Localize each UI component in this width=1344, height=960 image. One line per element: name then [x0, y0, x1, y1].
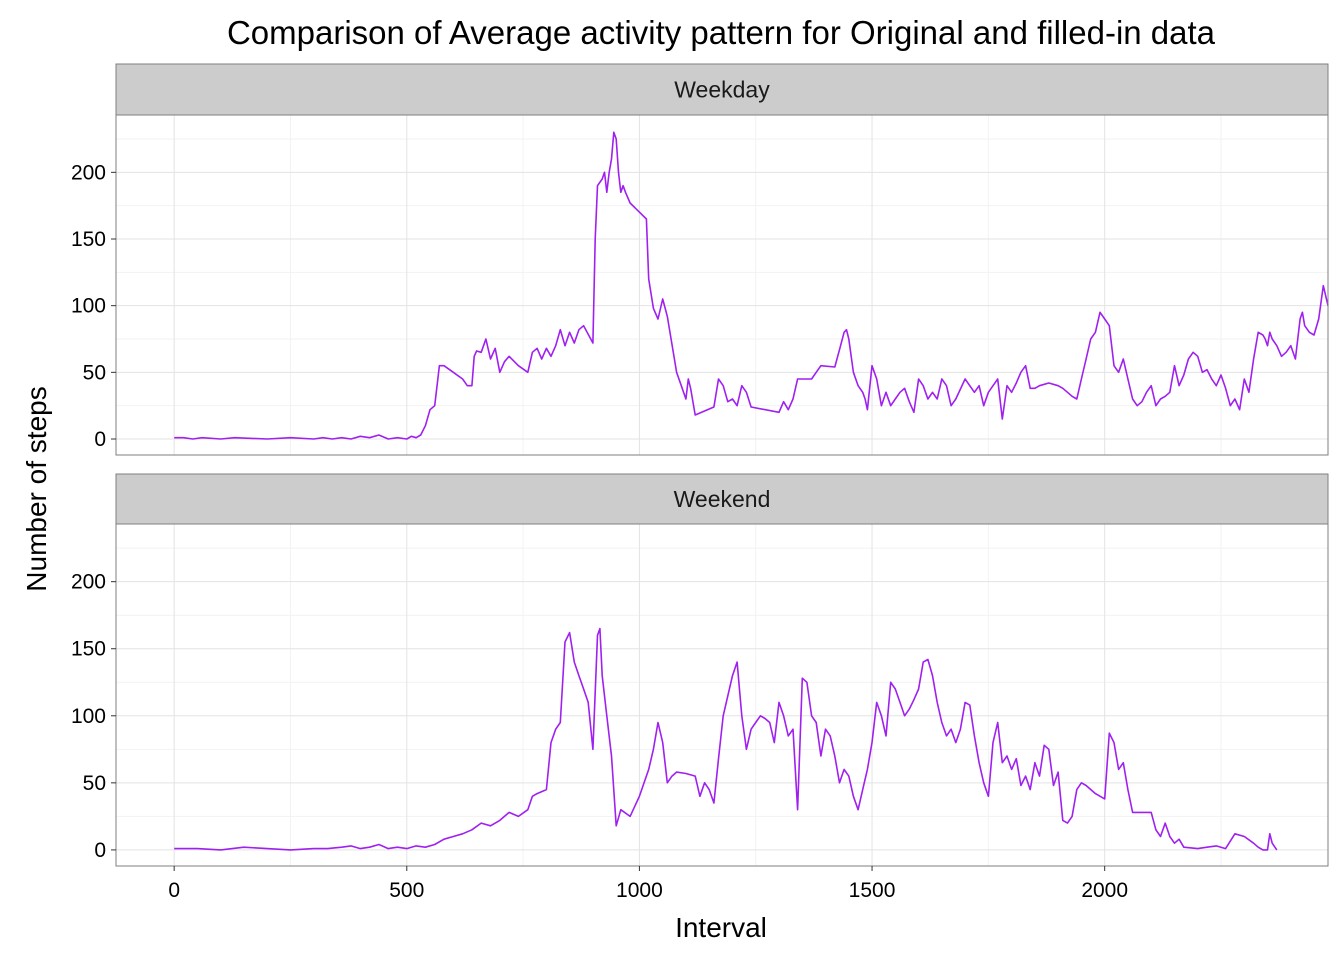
x-tick-label: 1000 — [616, 879, 663, 902]
y-tick-label: 0 — [94, 428, 106, 451]
y-axis-title: Number of steps — [21, 386, 52, 591]
x-tick-label: 2000 — [1081, 879, 1128, 902]
facet-label: Weekday — [674, 77, 770, 103]
panel-weekday: Weekday 0 50 100 150 200 — [71, 63, 1329, 456]
y-tick-label: 200 — [71, 571, 106, 594]
x-tick-label: 500 — [389, 879, 424, 902]
facet-strip — [115, 473, 1329, 525]
series-line — [174, 627, 1278, 851]
panel-border — [115, 523, 1329, 867]
facet-strip — [115, 63, 1329, 116]
y-tick-label: 200 — [71, 161, 106, 184]
x-axis: 0 500 1000 1500 2000 — [168, 866, 1128, 902]
y-tick-label: 100 — [71, 705, 106, 728]
x-tick-label: 0 — [168, 879, 180, 902]
x-axis-title: Interval — [675, 912, 767, 943]
y-tick-label: 150 — [71, 638, 106, 661]
facet-label: Weekend — [674, 486, 771, 512]
y-tick-label: 150 — [71, 228, 106, 251]
y-tick-label: 50 — [83, 772, 106, 795]
y-tick-label: 100 — [71, 295, 106, 318]
y-tick-label: 0 — [94, 839, 106, 862]
panel-background — [116, 524, 1328, 866]
chart-title: Comparison of Average activity pattern f… — [227, 14, 1216, 51]
panel-border — [115, 114, 1329, 456]
panel-background — [116, 115, 1328, 455]
y-tick-label: 50 — [83, 361, 106, 384]
series-line — [174, 131, 1329, 440]
x-tick-label: 1500 — [849, 879, 896, 902]
panel-weekend: Weekend 0 50 100 150 200 — [71, 473, 1329, 867]
